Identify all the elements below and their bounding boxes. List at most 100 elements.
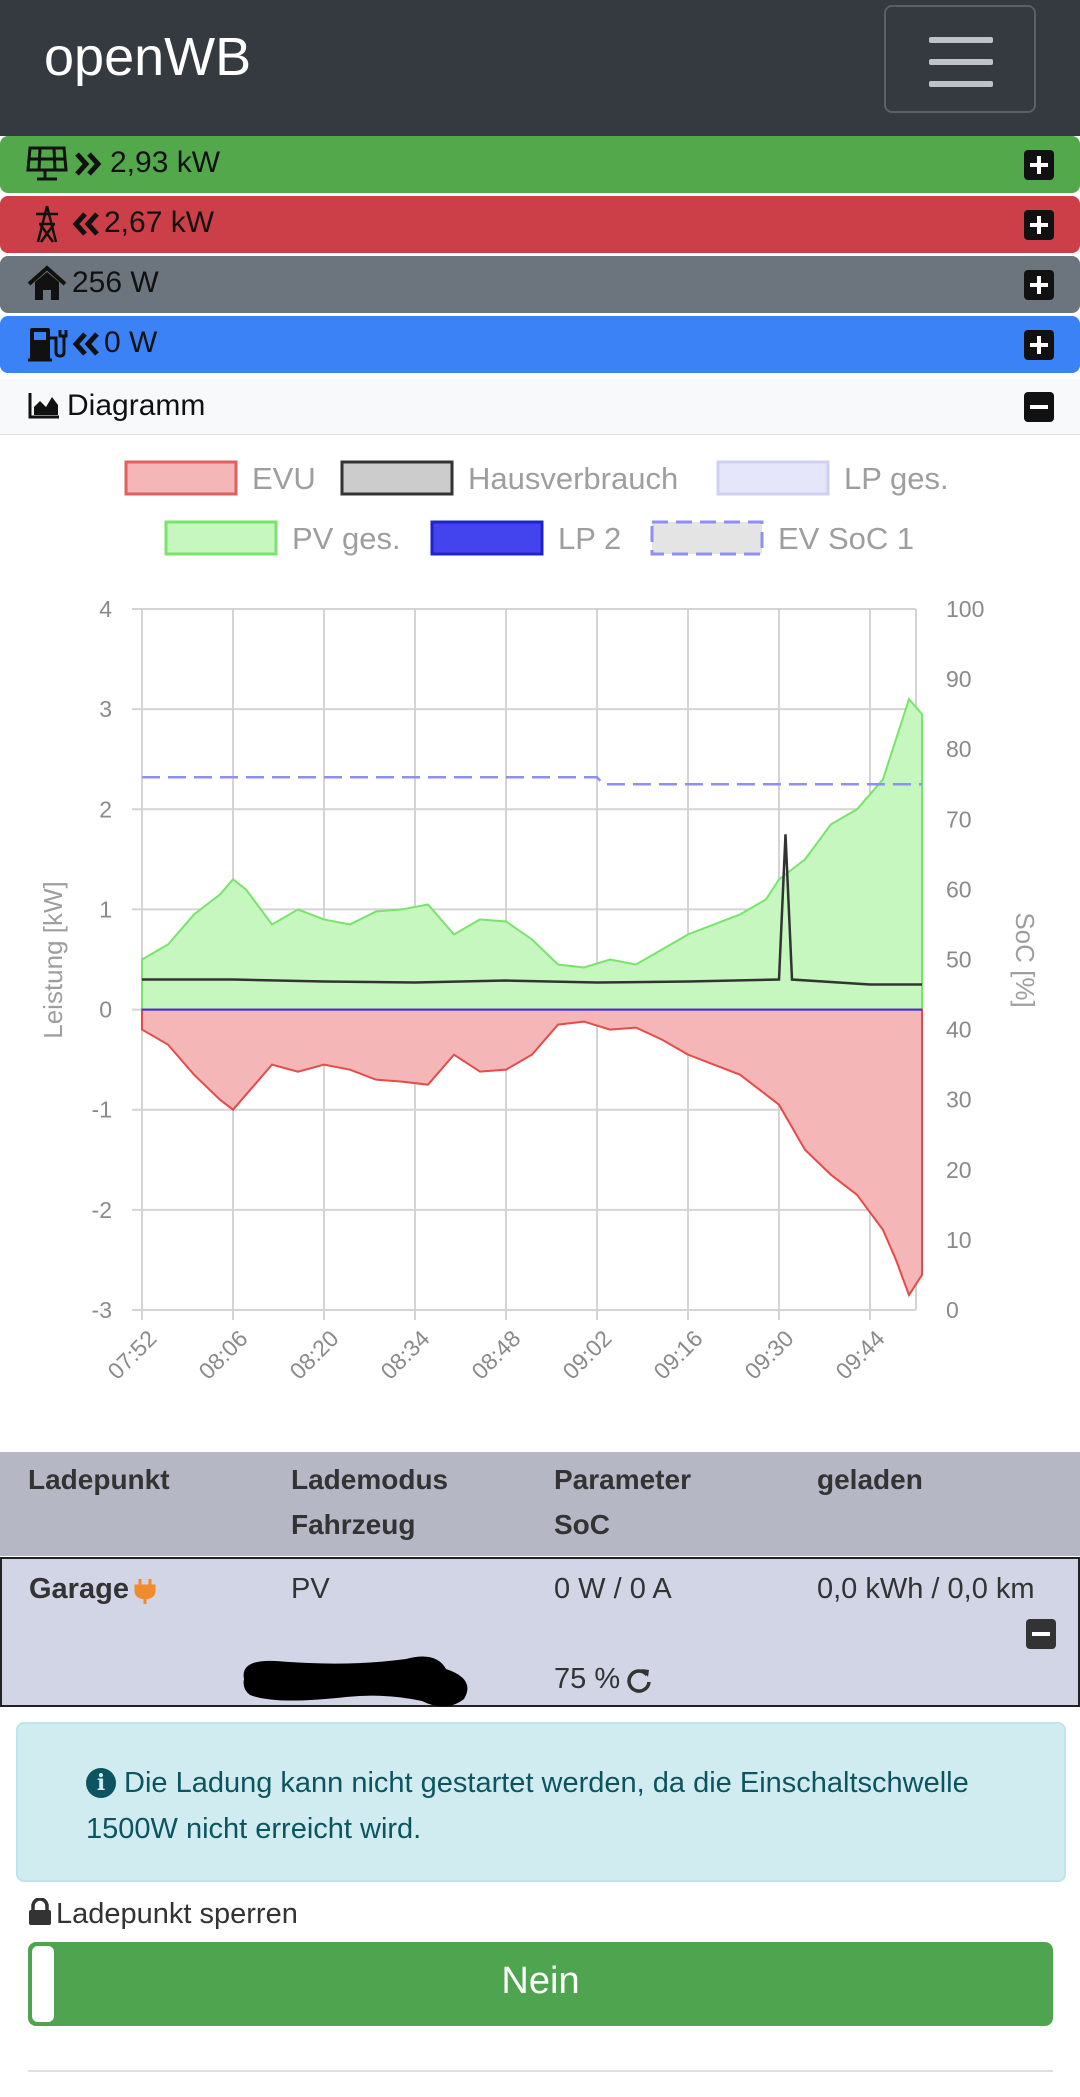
power-chart: EVU Hausverbrauch LP ges. PV ges. LP 2 EV SoC…	[38, 460, 1040, 1384]
header-fahrzeug: Fahrzeug	[291, 1509, 416, 1540]
y2-tick-label: 100	[946, 596, 984, 622]
header-ladepunkt: Ladepunkt	[28, 1464, 170, 1495]
menu-bar-icon	[929, 81, 993, 87]
y2-tick-label: 20	[946, 1157, 972, 1183]
lock-label-row: Ladepunkt sperren	[28, 1898, 298, 1931]
header-geladen: geladen	[817, 1464, 923, 1495]
info-circle-icon: i	[86, 1768, 116, 1798]
pv-area	[141, 697, 923, 1011]
divider	[28, 2070, 1053, 2072]
x-tick-label: 09:44	[830, 1325, 889, 1384]
hamburger-menu-button[interactable]	[884, 5, 1036, 113]
double-chevron-left-icon	[72, 212, 99, 236]
menu-bar-icon	[929, 59, 993, 65]
soc-value: 75 %	[554, 1663, 621, 1695]
y-tick-label: 0	[99, 997, 112, 1023]
legend-swatch	[340, 460, 454, 496]
charging-summary-bar[interactable]: 0 W	[0, 316, 1080, 373]
x-tick-label: 09:16	[648, 1325, 707, 1384]
x-tick-label: 08:48	[466, 1325, 525, 1384]
legend-swatch	[124, 460, 238, 496]
y-tick-label: 3	[99, 696, 112, 722]
chargepoint-name[interactable]: Garage	[29, 1573, 129, 1605]
house-line	[142, 834, 922, 986]
pv-power-value: 2,93 kW	[110, 146, 221, 179]
double-chevron-left-icon	[72, 332, 99, 356]
x-tick-label: 08:34	[375, 1325, 434, 1384]
legend-label: EV SoC 1	[778, 521, 914, 556]
lock-icon	[29, 1898, 51, 1925]
solar-panel-icon	[26, 146, 68, 181]
toggle-knob[interactable]	[32, 1946, 54, 2022]
legend-swatch	[164, 520, 278, 556]
x-tick-label: 08:06	[193, 1325, 252, 1384]
y-tick-label: -1	[92, 1097, 112, 1123]
power-tower-icon	[36, 205, 58, 243]
y2-tick-label: 40	[946, 1017, 972, 1043]
chart-lines	[142, 775, 922, 1011]
collapse-minus-icon[interactable]	[1026, 1619, 1056, 1649]
legend-label: Hausverbrauch	[468, 461, 678, 496]
legend-label: LP 2	[558, 521, 621, 556]
y-axis-title: Leistung [kW]	[38, 881, 68, 1039]
expand-plus-icon[interactable]	[1024, 270, 1054, 300]
redacted-vehicle-name	[243, 1656, 468, 1707]
y-tick-label: -3	[92, 1297, 112, 1323]
chargepoint-table-header: Ladepunkt Lademodus Fahrzeug Parameter S…	[0, 1452, 1080, 1556]
y2-tick-label: 50	[946, 947, 972, 973]
chart-areas	[141, 697, 923, 1298]
charged-value: 0,0 kWh / 0,0 km	[817, 1573, 1035, 1605]
diagram-header[interactable]: Diagramm	[0, 379, 1080, 435]
y-tick-label: 2	[99, 796, 112, 822]
soc-line	[142, 775, 922, 786]
evu-area	[141, 1008, 923, 1298]
parameter-value: 0 W / 0 A	[554, 1573, 672, 1605]
y-tick-label: 4	[99, 596, 112, 622]
grid-power-value: 2,67 kW	[104, 206, 215, 239]
charge-power-value: 0 W	[104, 326, 158, 359]
expand-plus-icon[interactable]	[1024, 210, 1054, 240]
header-parameter: Parameter	[554, 1464, 691, 1495]
table-row[interactable]: Garage PV 0 W / 0 A 0,0 kWh / 0,0 km 75 …	[0, 1557, 1080, 1707]
y2-tick-label: 60	[946, 876, 972, 902]
alert-text-wrapper: i Die Ladung kann nicht gestartet werden,…	[86, 1760, 1026, 1852]
legend-label: PV ges.	[292, 521, 401, 556]
x-tick-label: 09:02	[557, 1325, 616, 1384]
legend-label: LP ges.	[844, 461, 949, 496]
toggle-label: Nein	[501, 1960, 580, 2002]
legend-swatch	[716, 460, 830, 496]
menu-bar-icon	[929, 37, 993, 43]
y2-tick-label: 30	[946, 1087, 972, 1113]
lock-toggle-button[interactable]: Nein	[28, 1942, 1053, 2026]
y-tick-label: 1	[99, 896, 112, 922]
y2-tick-label: 10	[946, 1227, 972, 1253]
info-alert: i Die Ladung kann nicht gestartet werden,…	[16, 1722, 1066, 1882]
expand-plus-icon[interactable]	[1024, 330, 1054, 360]
diagram-label: Diagramm	[67, 389, 206, 422]
grid-summary-bar[interactable]: 2,67 kW	[0, 196, 1080, 253]
charge-mode: PV	[291, 1573, 330, 1605]
alert-message: Die Ladung kann nicht gestartet werden, …	[86, 1767, 969, 1845]
lock-label: Ladepunkt sperren	[56, 1898, 298, 1930]
x-tick-label: 08:20	[284, 1325, 343, 1384]
house-summary-bar[interactable]: 256 W	[0, 256, 1080, 313]
y2-tick-label: 80	[946, 736, 972, 762]
y-tick-label: -2	[92, 1197, 112, 1223]
expand-plus-icon[interactable]	[1024, 150, 1054, 180]
legend-label: EVU	[252, 461, 316, 496]
double-chevron-right-icon	[75, 152, 102, 176]
house-power-value: 256 W	[72, 266, 159, 299]
y2-tick-label: 70	[946, 806, 972, 832]
area-chart-icon	[28, 393, 59, 419]
app-title[interactable]: openWB	[44, 27, 252, 87]
y2-tick-label: 90	[946, 666, 972, 692]
refresh-icon[interactable]	[626, 1667, 652, 1693]
y2-axis-title: SoC [%]	[1010, 912, 1040, 1007]
legend-swatch	[650, 520, 764, 556]
top-navbar: openWB	[0, 0, 1080, 136]
collapse-minus-icon[interactable]	[1024, 392, 1054, 422]
ev-charger-icon	[28, 328, 68, 362]
x-tick-label: 09:30	[739, 1325, 798, 1384]
pv-summary-bar[interactable]: 2,93 kW	[0, 136, 1080, 193]
header-soc: SoC	[554, 1509, 610, 1540]
